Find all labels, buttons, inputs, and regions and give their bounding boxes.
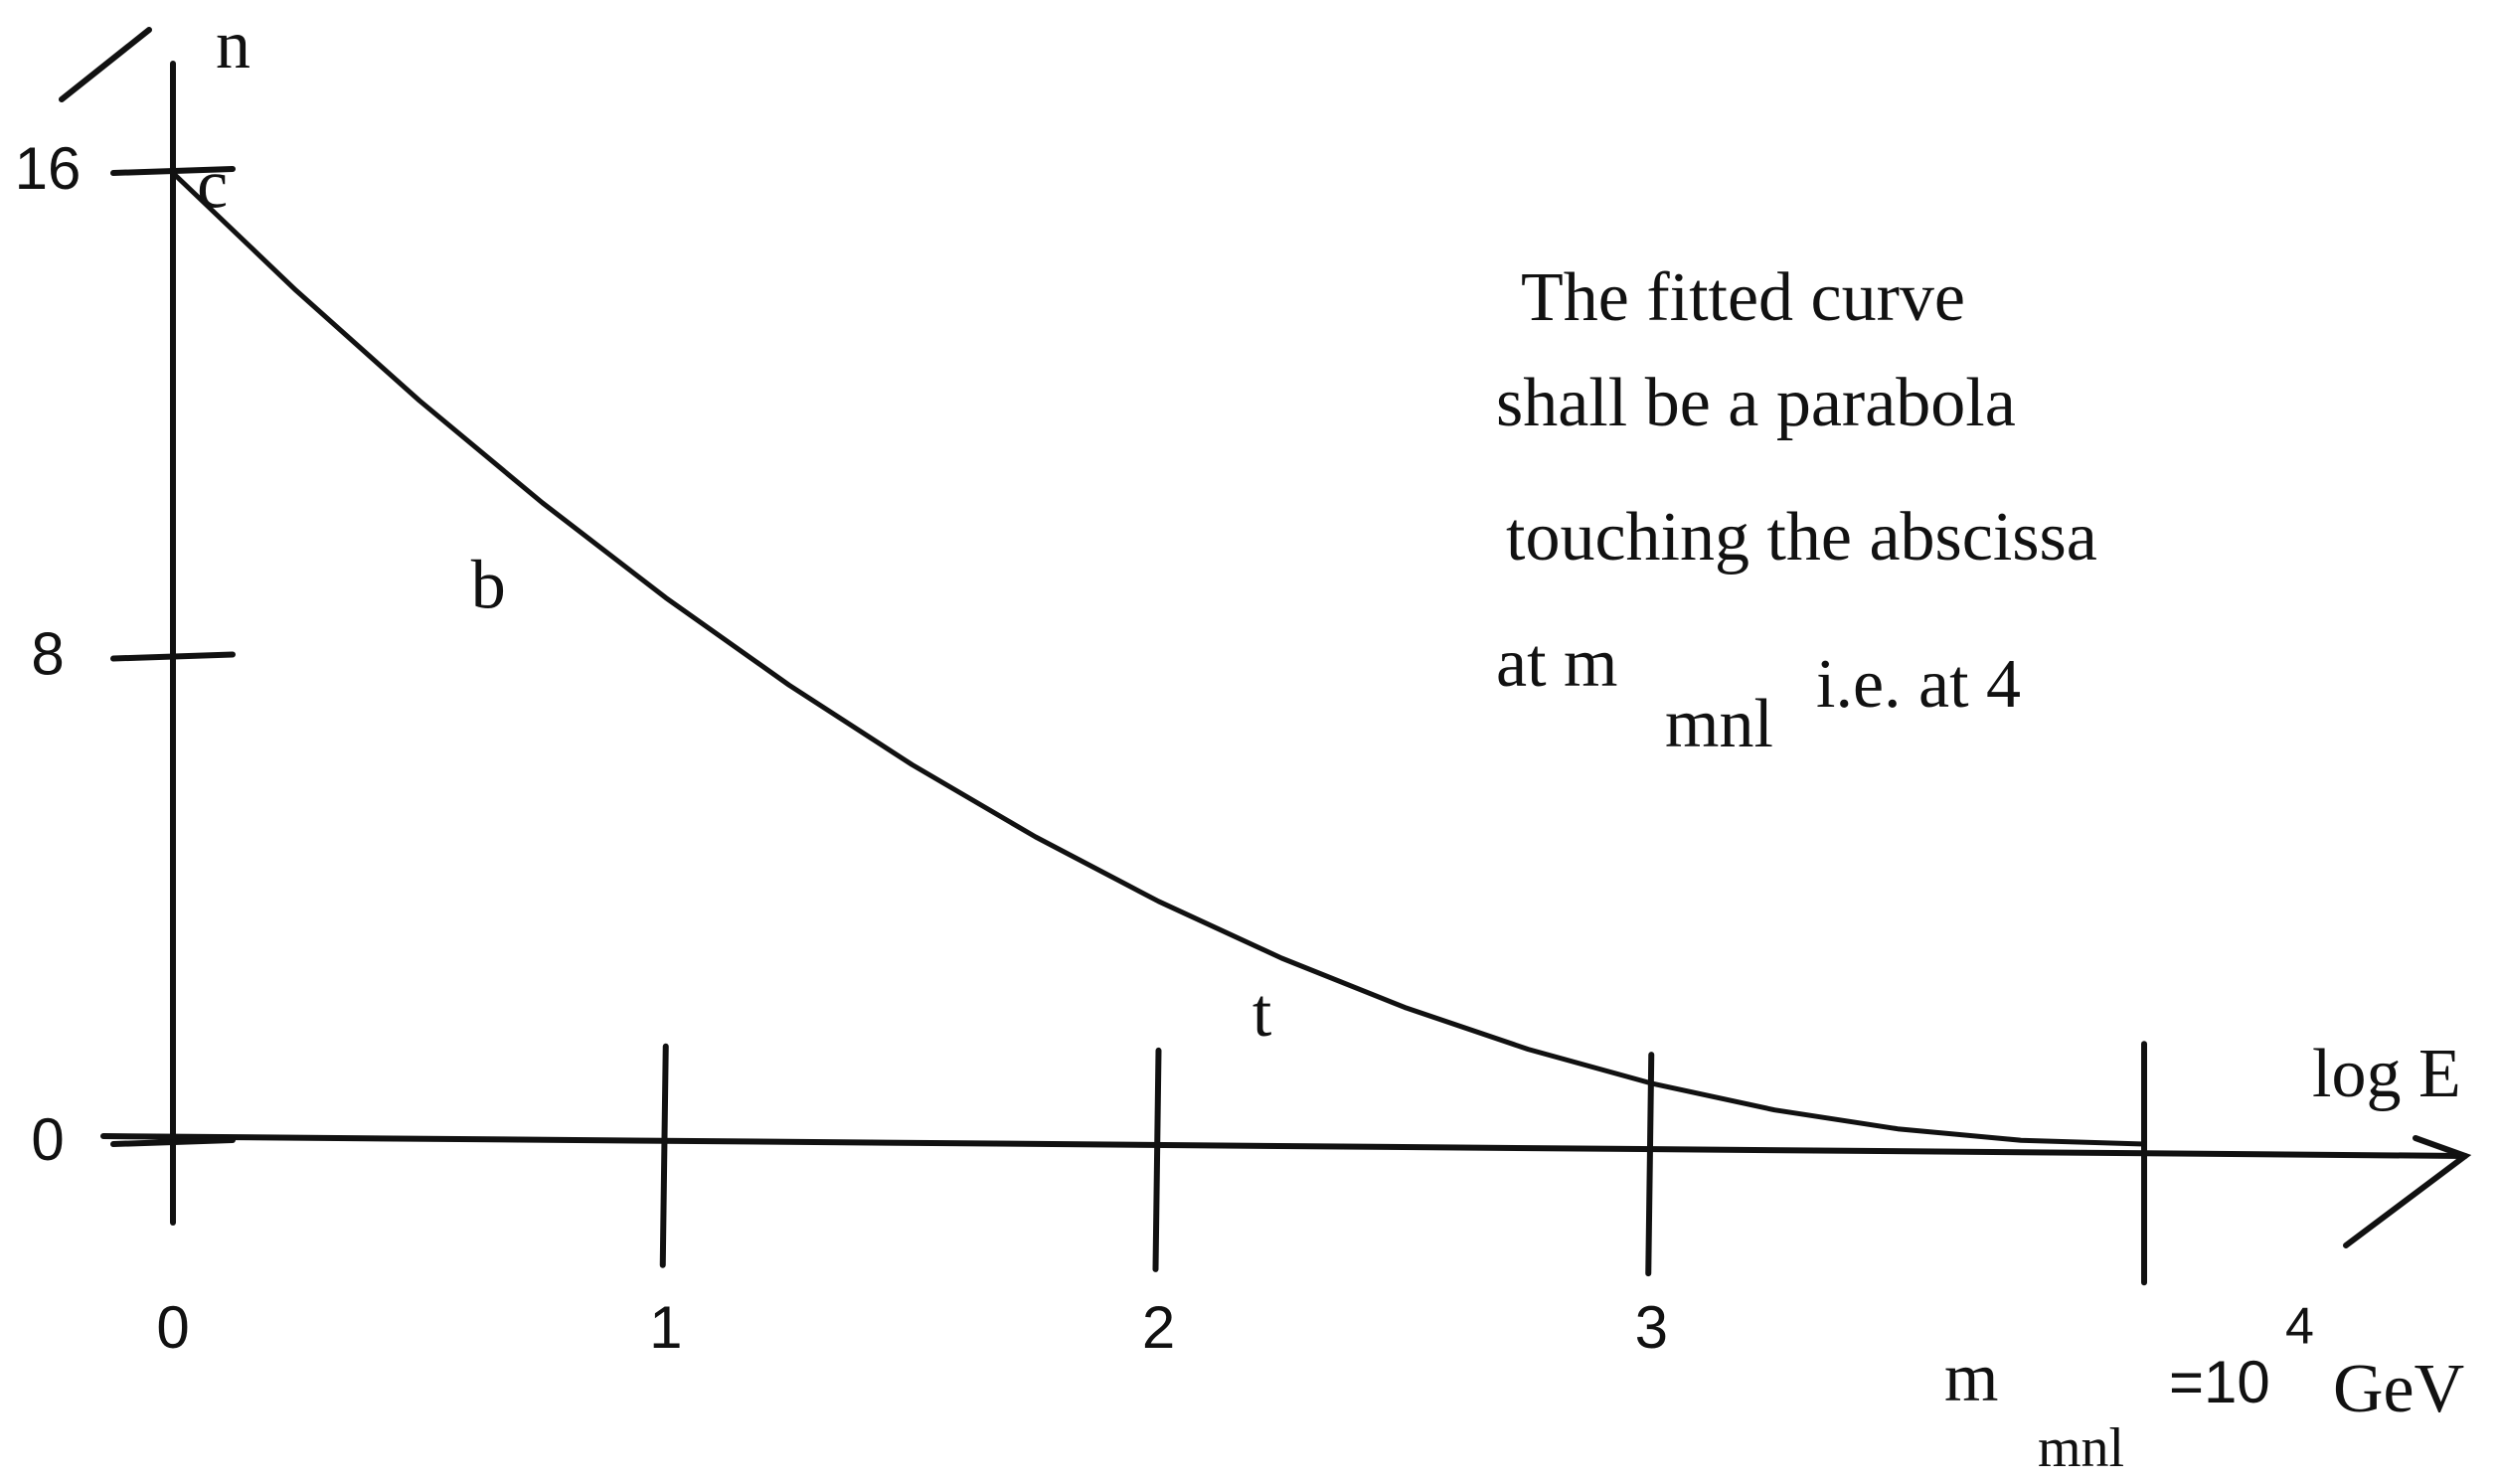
note-subscript: mnl bbox=[1665, 686, 1773, 762]
curve-label: c bbox=[197, 146, 228, 223]
curve bbox=[171, 171, 2145, 1147]
y-tick-label: 16 bbox=[15, 135, 82, 202]
mnl-unit: GeV bbox=[2333, 1351, 2464, 1427]
mnl-exponent: 4 bbox=[2285, 1298, 2314, 1356]
x-tick bbox=[1152, 1047, 1162, 1272]
x-tick-label: 2 bbox=[1142, 1294, 1175, 1361]
note-line: shall be a parabola bbox=[1496, 365, 2016, 441]
mnl-label: m bbox=[1944, 1340, 1998, 1416]
note-line: at m bbox=[1496, 625, 1617, 702]
y-tick bbox=[110, 166, 236, 176]
x-tick-label: 0 bbox=[156, 1294, 189, 1361]
note-line: i.e. at 4 bbox=[1816, 646, 2021, 723]
mnl-subscript: mnl bbox=[2038, 1417, 2124, 1479]
y-tick-label: 0 bbox=[31, 1106, 64, 1173]
x-axis-arrow bbox=[2343, 1135, 2472, 1248]
curve-label: b bbox=[471, 547, 506, 623]
curve-label: t bbox=[1252, 975, 1272, 1052]
y-tick bbox=[110, 1137, 236, 1147]
y-axis-stroke bbox=[59, 27, 152, 102]
note-line: The fitted curve bbox=[1521, 259, 1965, 336]
y-tick-label: 8 bbox=[31, 620, 64, 687]
y-axis-label: n bbox=[216, 7, 250, 83]
x-axis-label: log E bbox=[2312, 1036, 2461, 1112]
x-tick bbox=[1645, 1052, 1655, 1277]
y-tick bbox=[110, 651, 236, 662]
x-tick-label: 1 bbox=[649, 1294, 682, 1361]
note-line: touching the abscissa bbox=[1506, 499, 2097, 576]
mnl-equals: =10 bbox=[2169, 1349, 2270, 1415]
x-tick bbox=[659, 1043, 669, 1268]
x-tick-label: 3 bbox=[1635, 1294, 1668, 1361]
x-axis bbox=[100, 1133, 2468, 1159]
